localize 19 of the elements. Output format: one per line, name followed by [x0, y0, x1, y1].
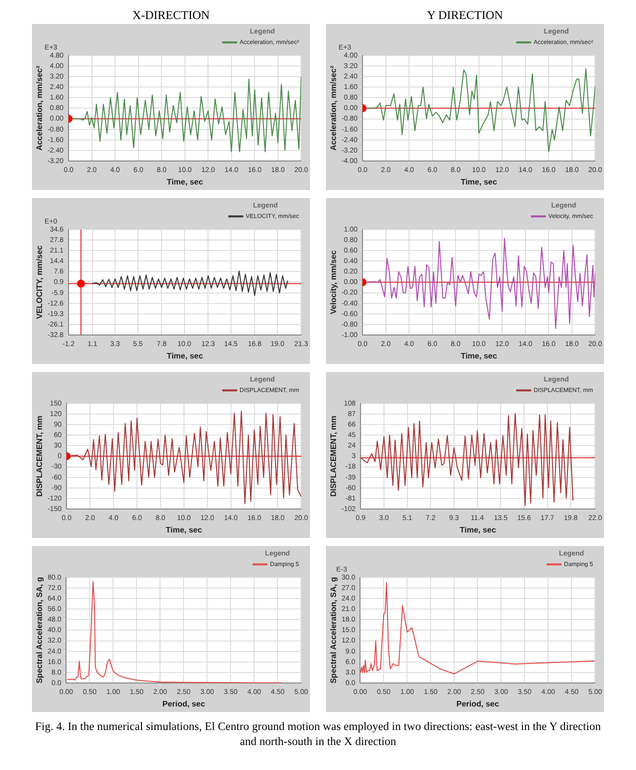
x-axis-title: Time, sec [166, 525, 203, 534]
x-axis-title: Time, sec [166, 177, 204, 186]
caption: Fig. 4. In the numerical simulations, El Centro ground motion was employed in two directions: east-west in the Y direction and north-south in the X direction [34, 720, 602, 750]
y-axis-title: Velocity, mm/sec [329, 250, 338, 314]
x-axis-title: Time, sec [460, 351, 498, 360]
x-axis-title: Period, sec [162, 699, 206, 708]
x-axis-title: Time, sec [460, 177, 498, 186]
chart-title: X-DIRECTION [131, 8, 211, 24]
x-axis-title: Period, sec [456, 699, 500, 708]
y-axis-title: DISPLACEMENT, mm [329, 416, 338, 497]
y-axis-title: Acceleration, mm/sec² [35, 65, 44, 151]
chart-title: Y DIRECTION [426, 8, 504, 24]
y-axis-title: VELOCITY, mm/sec [35, 244, 44, 319]
y-axis-title: Spectral Acceleration, SA, g [329, 576, 338, 684]
y-axis-title: Acceleration, mm/sec² [329, 65, 338, 151]
x-axis-title: Time, sec [166, 351, 204, 360]
x-axis-title: Time, sec [460, 525, 497, 534]
y-axis-title: Spectral Acceleration, SA, g [35, 576, 44, 684]
y-axis-title: DISPLACEMENT, mm [35, 416, 44, 497]
